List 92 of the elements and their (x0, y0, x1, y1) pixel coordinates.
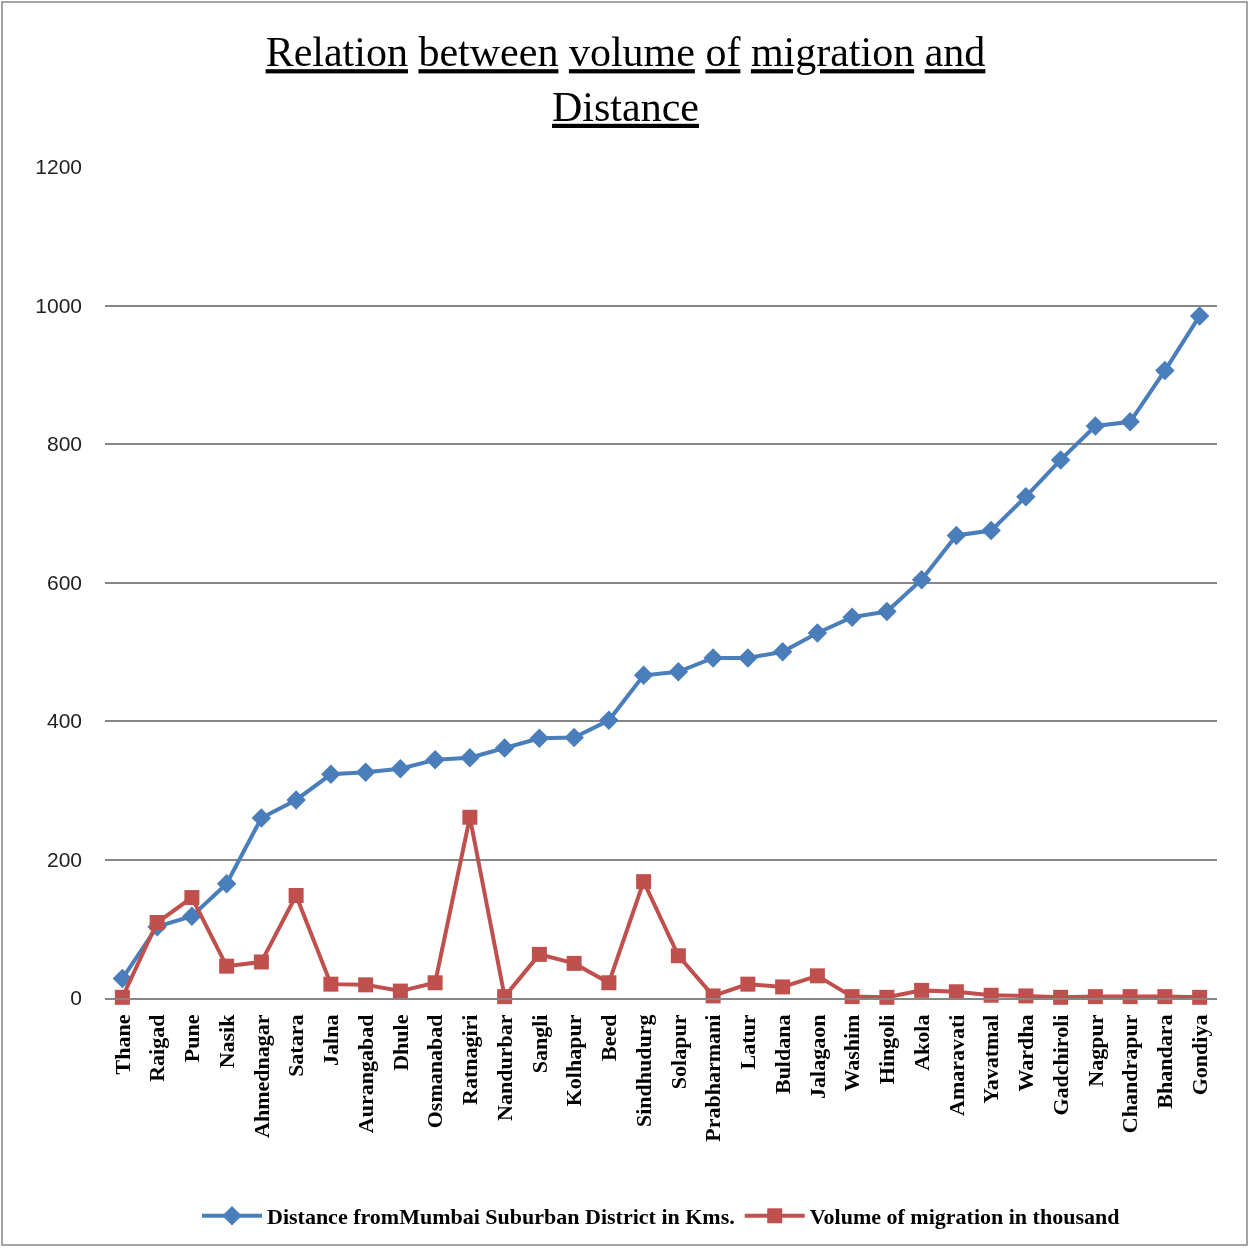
point (390, 759, 411, 779)
x-tick-label: Chandrapur (1117, 1014, 1143, 1134)
point (738, 648, 758, 668)
x-tick-label: Aurangabad (352, 1014, 378, 1134)
point (427, 975, 443, 991)
x-tick-label: Nandurbar (491, 1014, 517, 1121)
x-tick-label: Wardha (1013, 1014, 1039, 1092)
x-tick-label: Osmanabad (422, 1014, 448, 1129)
point (807, 623, 828, 643)
x-tick-label: Satara (283, 1014, 309, 1077)
point (981, 520, 1001, 541)
point (1016, 486, 1036, 507)
x-tick-label: Washim (839, 1014, 865, 1092)
x-tick-label: Kolhapur (561, 1014, 587, 1107)
point (670, 948, 686, 964)
x-tick-label: Akola (908, 1014, 934, 1071)
point (1085, 416, 1106, 436)
point (775, 979, 791, 995)
x-tick-label: Ratnagiri (457, 1014, 483, 1105)
point (703, 648, 723, 668)
y-tick-label: 600 (46, 570, 82, 594)
legend-label: Distance fromMumbai Suburban District in Kms. (267, 1204, 735, 1230)
point (286, 790, 306, 810)
point (460, 747, 480, 768)
x-tick-label: Thane (109, 1014, 135, 1075)
point (219, 958, 235, 974)
point (633, 665, 654, 686)
x-tick-label: Yavatmal (978, 1014, 1004, 1104)
point (494, 738, 515, 758)
y-tick-label: 200 (46, 847, 82, 871)
point (184, 890, 200, 906)
x-tick-label: Buldana (769, 1014, 795, 1095)
point (149, 915, 165, 931)
point (323, 976, 339, 992)
point (288, 888, 304, 904)
point (358, 977, 374, 993)
legend-label: Volume of migration in thousand (809, 1204, 1120, 1230)
x-tick-label: Ahmednagar (248, 1014, 274, 1138)
point (1050, 450, 1071, 470)
x-tick-label: Sangli (526, 1014, 552, 1074)
point (911, 569, 932, 590)
point (772, 642, 793, 662)
point (392, 983, 408, 999)
point (842, 607, 862, 627)
x-tick-label: Prabharmani (700, 1014, 726, 1142)
x-tick-label: Pune (179, 1014, 205, 1063)
x-tick-label: Beed (596, 1014, 622, 1061)
x-tick-label: Jalagaon (804, 1014, 830, 1099)
point (253, 954, 269, 970)
point (1189, 306, 1210, 326)
y-tick-label: 400 (46, 709, 82, 733)
x-tick-label: Dhule (387, 1014, 413, 1071)
point (877, 601, 897, 622)
y-tick-label: 0 (70, 986, 82, 1010)
y-tick-label: 1200 (35, 155, 82, 179)
point (914, 982, 930, 998)
point (1155, 360, 1175, 381)
x-tick-label: Gondiya (1186, 1014, 1212, 1096)
x-tick-label: Raigad (144, 1014, 170, 1082)
point (321, 764, 341, 785)
point (216, 873, 237, 894)
point (946, 525, 967, 546)
x-tick-label: Nagpur (1082, 1014, 1108, 1087)
point (740, 976, 756, 992)
y-tick-label: 800 (46, 432, 82, 456)
point (425, 750, 445, 770)
x-tick-label: Sindhudurg (630, 1014, 656, 1128)
point (529, 728, 550, 749)
x-tick-label: Solapur (665, 1014, 691, 1090)
point (355, 762, 376, 782)
point (668, 662, 689, 682)
point (601, 975, 617, 991)
point (462, 809, 478, 825)
point (809, 968, 825, 984)
x-tick-label: Jalna (318, 1014, 344, 1066)
y-tick-label: 1000 (35, 293, 82, 317)
x-tick-label: Bhandara (1152, 1014, 1178, 1109)
point (948, 984, 964, 1000)
point (182, 906, 202, 927)
point (1120, 412, 1140, 432)
point (531, 946, 547, 962)
x-tick-label: Hingoli (874, 1014, 900, 1085)
x-tick-label: Amaravati (943, 1014, 969, 1116)
point (599, 710, 619, 731)
x-tick-label: Gadchiroli (1047, 1014, 1073, 1116)
point (251, 808, 272, 828)
point (566, 955, 582, 971)
point (564, 727, 584, 748)
chart-title: Relation between volume of migration and Distance (265, 29, 986, 130)
point (636, 874, 652, 890)
x-tick-label: Latur (735, 1014, 761, 1070)
x-tick-label: Nasik (213, 1013, 239, 1069)
